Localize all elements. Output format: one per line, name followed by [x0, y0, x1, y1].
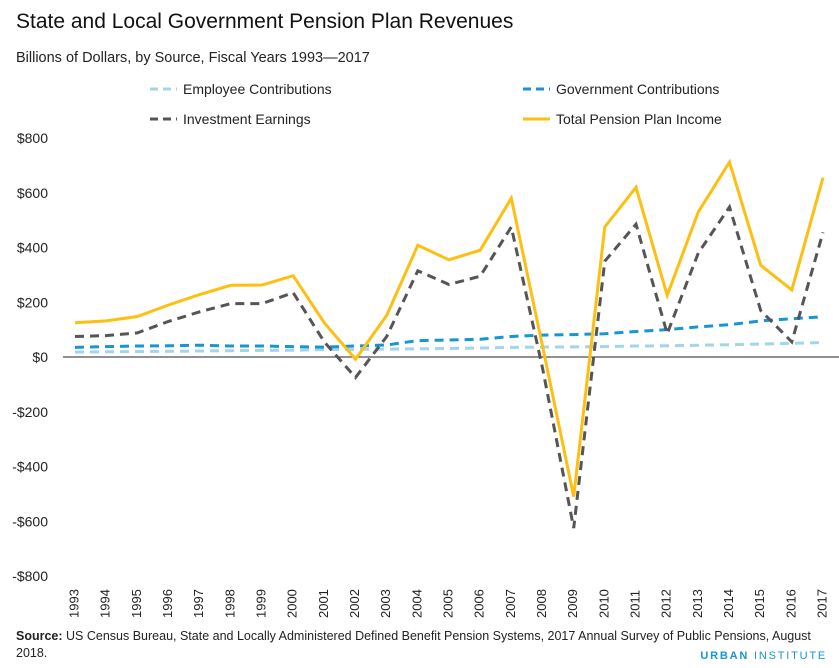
x-tick-label: 2004 [409, 589, 424, 618]
x-tick-label: 1993 [66, 589, 81, 618]
y-tick-label: -$200 [12, 404, 48, 420]
x-tick-label: 1998 [222, 589, 237, 618]
x-tick-label: 2000 [285, 589, 300, 618]
x-tick-label: 1997 [191, 589, 206, 618]
legend-label: Investment Earnings [183, 111, 311, 127]
x-tick-label: 2005 [440, 589, 455, 618]
brand-bold: URBAN [700, 650, 750, 662]
y-tick-label: $400 [17, 240, 48, 256]
legend-label: Employee Contributions [183, 81, 332, 97]
series-line-government-contributions [74, 315, 824, 349]
x-tick-label: 2010 [596, 589, 611, 618]
x-tick-label: 1995 [129, 589, 144, 618]
x-tick-label: 2017 [814, 589, 829, 618]
y-tick-label: -$800 [12, 568, 48, 584]
x-tick-label: 2003 [378, 589, 393, 618]
chart-title: State and Local Government Pension Plan … [16, 10, 514, 33]
series-line-investment-earnings [74, 203, 825, 529]
y-tick-label: -$400 [12, 459, 48, 475]
x-tick-label: 2015 [752, 589, 767, 618]
legend-label: Total Pension Plan Income [556, 111, 722, 127]
x-tick-label: 1994 [98, 589, 113, 618]
source-note: Source: US Census Bureau, State and Loca… [16, 628, 836, 662]
x-tick-label: 2016 [783, 589, 798, 618]
x-tick-label: 1999 [253, 589, 268, 618]
x-tick-label: 2011 [627, 590, 642, 618]
urban-institute-logo: URBAN INSTITUTE [700, 650, 827, 662]
x-tick-label: 2013 [690, 589, 705, 618]
x-tick-label: 2006 [472, 589, 487, 618]
brand-normal: INSTITUTE [749, 650, 827, 662]
legend-label: Government Contributions [556, 81, 719, 97]
x-tick-label: 2014 [721, 589, 736, 618]
series-line-total-pension-plan-income [74, 158, 825, 497]
source-label: Source: [16, 629, 63, 643]
y-tick-label: $600 [17, 185, 48, 201]
source-text: US Census Bureau, State and Locally Admi… [16, 629, 811, 660]
series-line-employee-contributions [74, 341, 824, 354]
x-tick-label: 2001 [316, 589, 331, 618]
x-tick-label: 2007 [503, 589, 518, 618]
y-tick-label: $800 [17, 130, 48, 146]
x-tick-label: 2012 [659, 589, 674, 618]
x-tick-label: 2009 [565, 589, 580, 618]
y-tick-label: -$600 [12, 513, 48, 529]
x-tick-label: 2008 [534, 589, 549, 618]
x-tick-label: 1996 [160, 589, 175, 618]
x-tick-label: 2002 [347, 589, 362, 618]
y-tick-label: $0 [32, 349, 48, 365]
chart-subtitle: Billions of Dollars, by Source, Fiscal Y… [16, 50, 370, 66]
y-tick-label: $200 [17, 294, 48, 310]
